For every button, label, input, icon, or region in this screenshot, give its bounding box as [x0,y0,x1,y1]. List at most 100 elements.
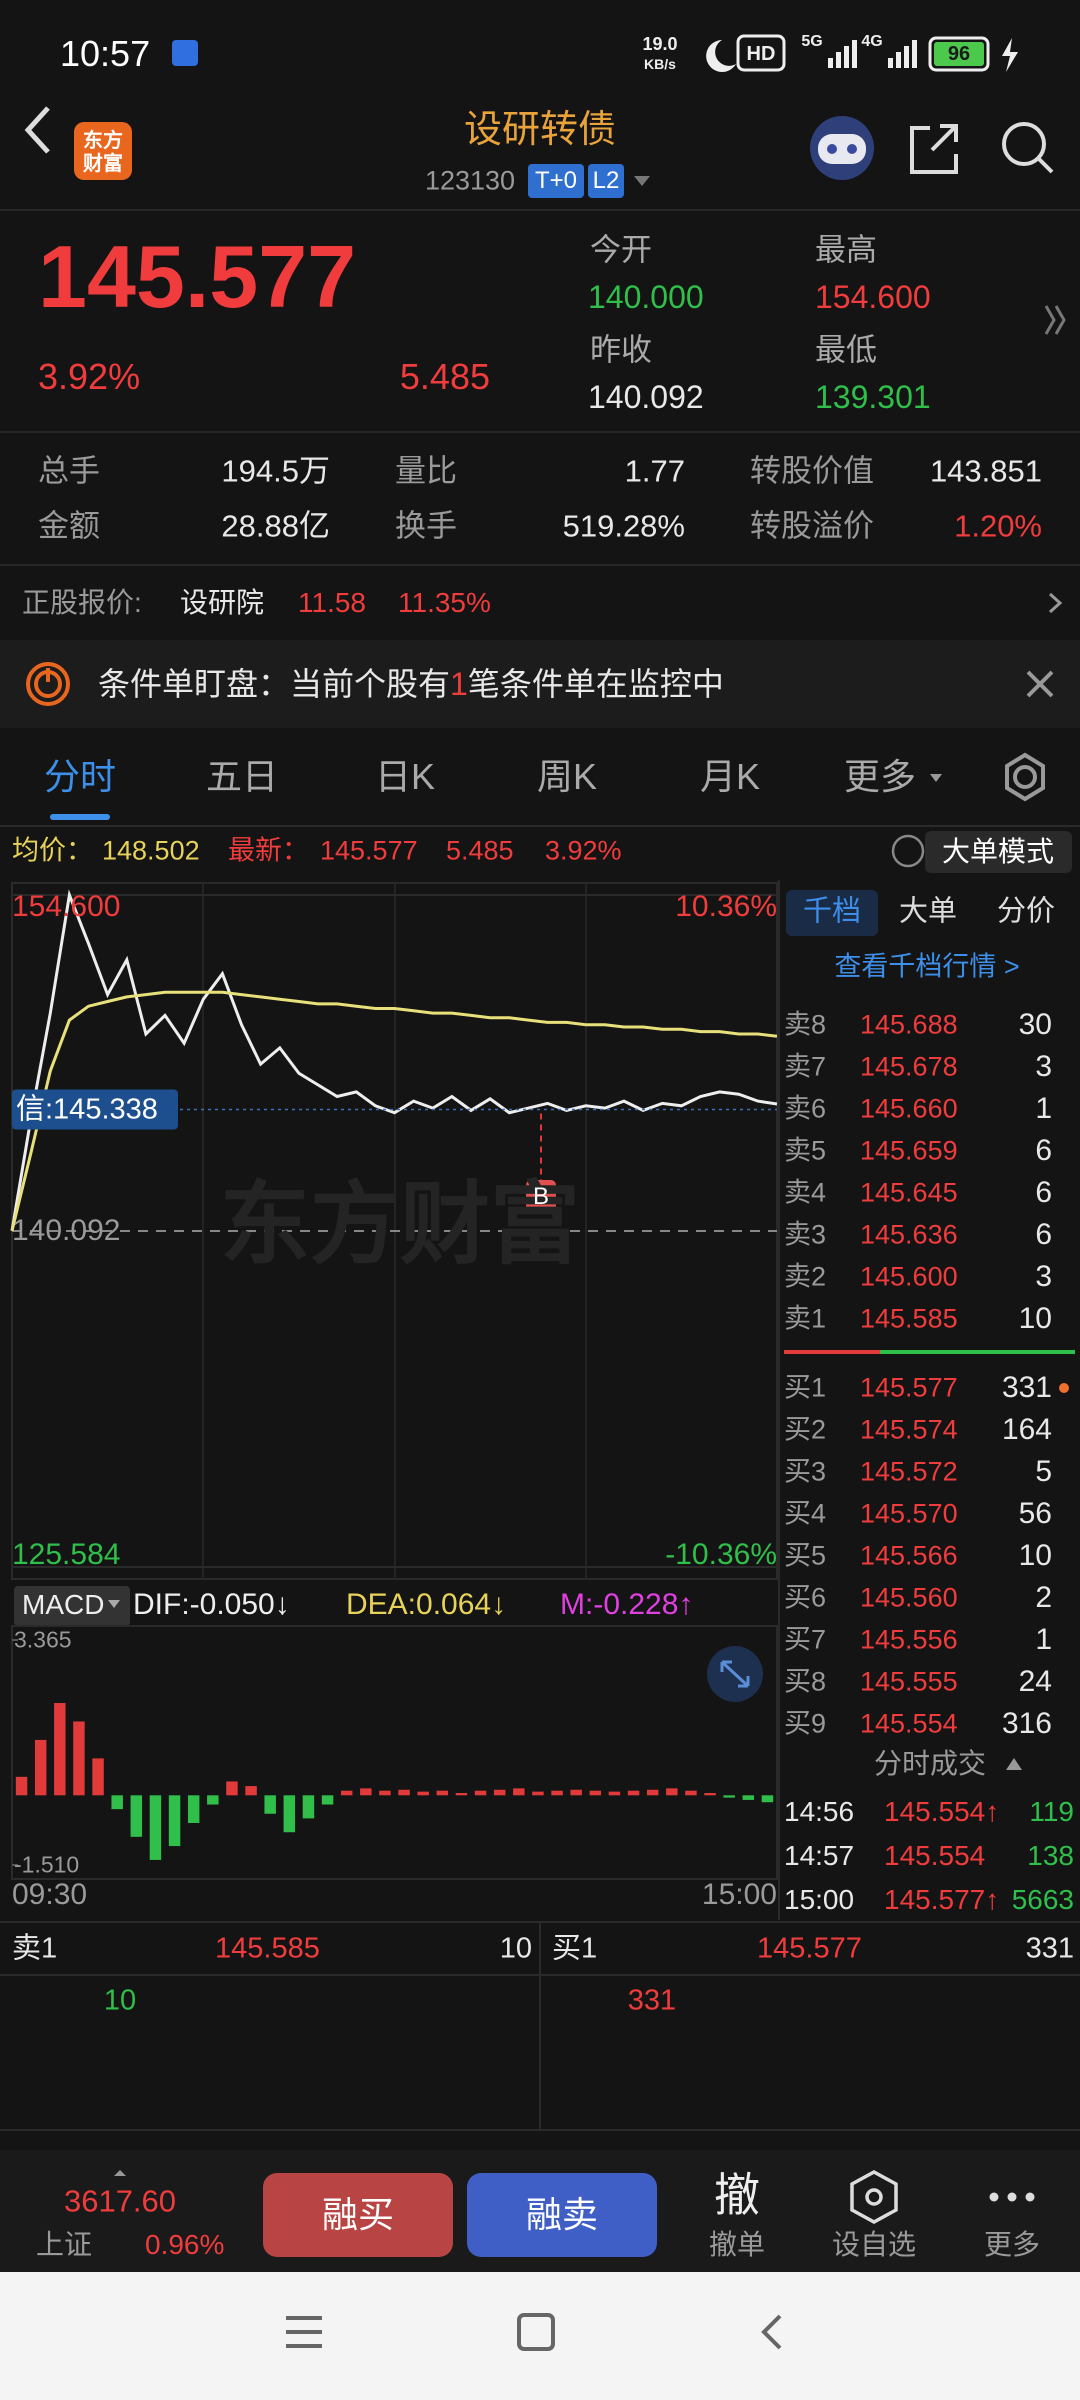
book-price: 145.645 [860,1177,958,1208]
last-pct: 3.92% [545,835,622,866]
stat-value: 519.28% [562,508,685,544]
macd-bar [15,1776,28,1796]
fullscreen-button[interactable] [707,1646,763,1702]
book-price: 145.556 [860,1624,958,1655]
macd-bar [742,1795,755,1800]
level-price: 145.577 [757,1932,862,1965]
label-part: 条件单盯盘：当前个股有 [98,666,451,702]
underlying-price: 11.58 [298,587,366,618]
settings-button[interactable] [1005,752,1045,802]
level-qty: 10 [103,1984,137,2017]
sell-label[interactable]: 融卖 [525,2194,599,2235]
nav-back[interactable] [761,2314,782,2350]
collapse-icon[interactable] [1006,1758,1022,1770]
macd-bar [513,1788,525,1796]
macd-bar [207,1795,219,1805]
tab[interactable]: 更多 [843,756,917,797]
indicator-name[interactable]: MACD [22,1589,105,1620]
macd-bar [130,1795,143,1837]
watch-label[interactable]: 设自选 [831,2229,917,2260]
macd-bar [493,1789,506,1796]
status-time: 10:57 [60,33,151,74]
trade-volume: 119 [1029,1796,1074,1827]
indicator-selector[interactable] [14,1586,130,1626]
book-tab[interactable]: 千档 [802,895,862,928]
dropdown-icon[interactable] [930,774,942,782]
mode-button[interactable] [925,831,1072,873]
share-button[interactable] [910,124,958,174]
book-tab[interactable]: 分价 [996,895,1056,928]
book-price: 145.600 [860,1261,958,1292]
battery-level-label: 96 [947,43,971,65]
tab[interactable]: 日K [374,756,436,797]
change-pct: 3.92% [38,356,141,397]
search-button[interactable] [1002,122,1054,174]
pct-label: 10.36% [675,890,777,923]
tab[interactable]: 周K [536,756,598,797]
help-icon[interactable] [891,834,925,868]
expand-arrow[interactable] [1044,305,1066,335]
change: 5.485 [399,356,490,397]
macd-bar [73,1721,85,1796]
book-volume: 10 [1018,1539,1052,1572]
tag-box [588,164,624,198]
mode-label[interactable]: 大单模式 [941,836,1055,867]
x-tick-label: 15:00 [701,1878,777,1911]
book-price: 145.678 [860,1051,958,1082]
book-volume: 10 [1018,1302,1052,1335]
book-label: 买6 [784,1582,827,1613]
macd-bar [245,1786,257,1796]
macd-bar [321,1795,334,1805]
y-tick-label: 3.365 [14,1626,72,1653]
book-link[interactable]: 查看千档行情 > [834,951,1020,982]
watch-icon-dot [865,2188,883,2206]
battery-icon [928,36,990,72]
macd-bar [226,1781,238,1796]
last-value: 145.577 [320,835,418,866]
robot-button[interactable] [810,116,874,180]
sell-button[interactable] [467,2173,657,2257]
macd-bar [111,1795,123,1810]
watch-icon[interactable] [850,2170,898,2224]
more-label[interactable]: 更多 [983,2229,1041,2260]
trade-time: 14:56 [784,1796,855,1827]
book-price: 145.636 [860,1219,958,1250]
cancel-label[interactable]: 撤单 [708,2229,766,2260]
y-tick-label: 125.584 [12,1538,121,1571]
tag: T+0 [534,167,578,194]
battery-level [934,42,984,66]
tag: L2 [592,167,620,194]
macd-bar [436,1790,449,1796]
dropdown-icon[interactable] [634,176,650,186]
stat-value: 1.77 [624,453,685,489]
buy-label[interactable]: 融买 [321,2194,395,2235]
book-volume: 3 [1035,1260,1052,1293]
book-volume: 56 [1018,1497,1052,1530]
more-icon[interactable] [989,2192,1035,2202]
macd-bar [398,1789,410,1796]
more-arrow[interactable] [1048,592,1063,614]
app-icon [172,40,198,66]
stat-label: 转股价值 [750,453,874,489]
nav-menu[interactable] [286,2316,322,2348]
macd-bar [551,1790,563,1796]
book-volume: 1 [1035,1092,1052,1125]
tab[interactable]: 月K [699,756,761,797]
tab[interactable]: 五日 [205,756,279,797]
back-button[interactable] [24,106,50,154]
close-button[interactable] [1026,670,1054,698]
trade-price: 145.577↑ [884,1884,1000,1915]
book-price: 145.585 [860,1303,958,1334]
book-tab[interactable]: 大单 [898,895,958,928]
book-price: 145.688 [860,1009,958,1040]
index-name: 上证 [36,2229,93,2260]
cancel-icon[interactable]: 撤 [714,2169,760,2221]
nav-home[interactable] [517,2313,555,2351]
dropdown-icon[interactable] [108,1600,120,1608]
tab[interactable]: 分时 [43,756,117,797]
book-price: 145.555 [860,1666,958,1697]
dif-label: DIF:-0.050↓ [133,1588,290,1621]
macd-bar [187,1795,200,1823]
buy-button[interactable] [263,2173,453,2257]
